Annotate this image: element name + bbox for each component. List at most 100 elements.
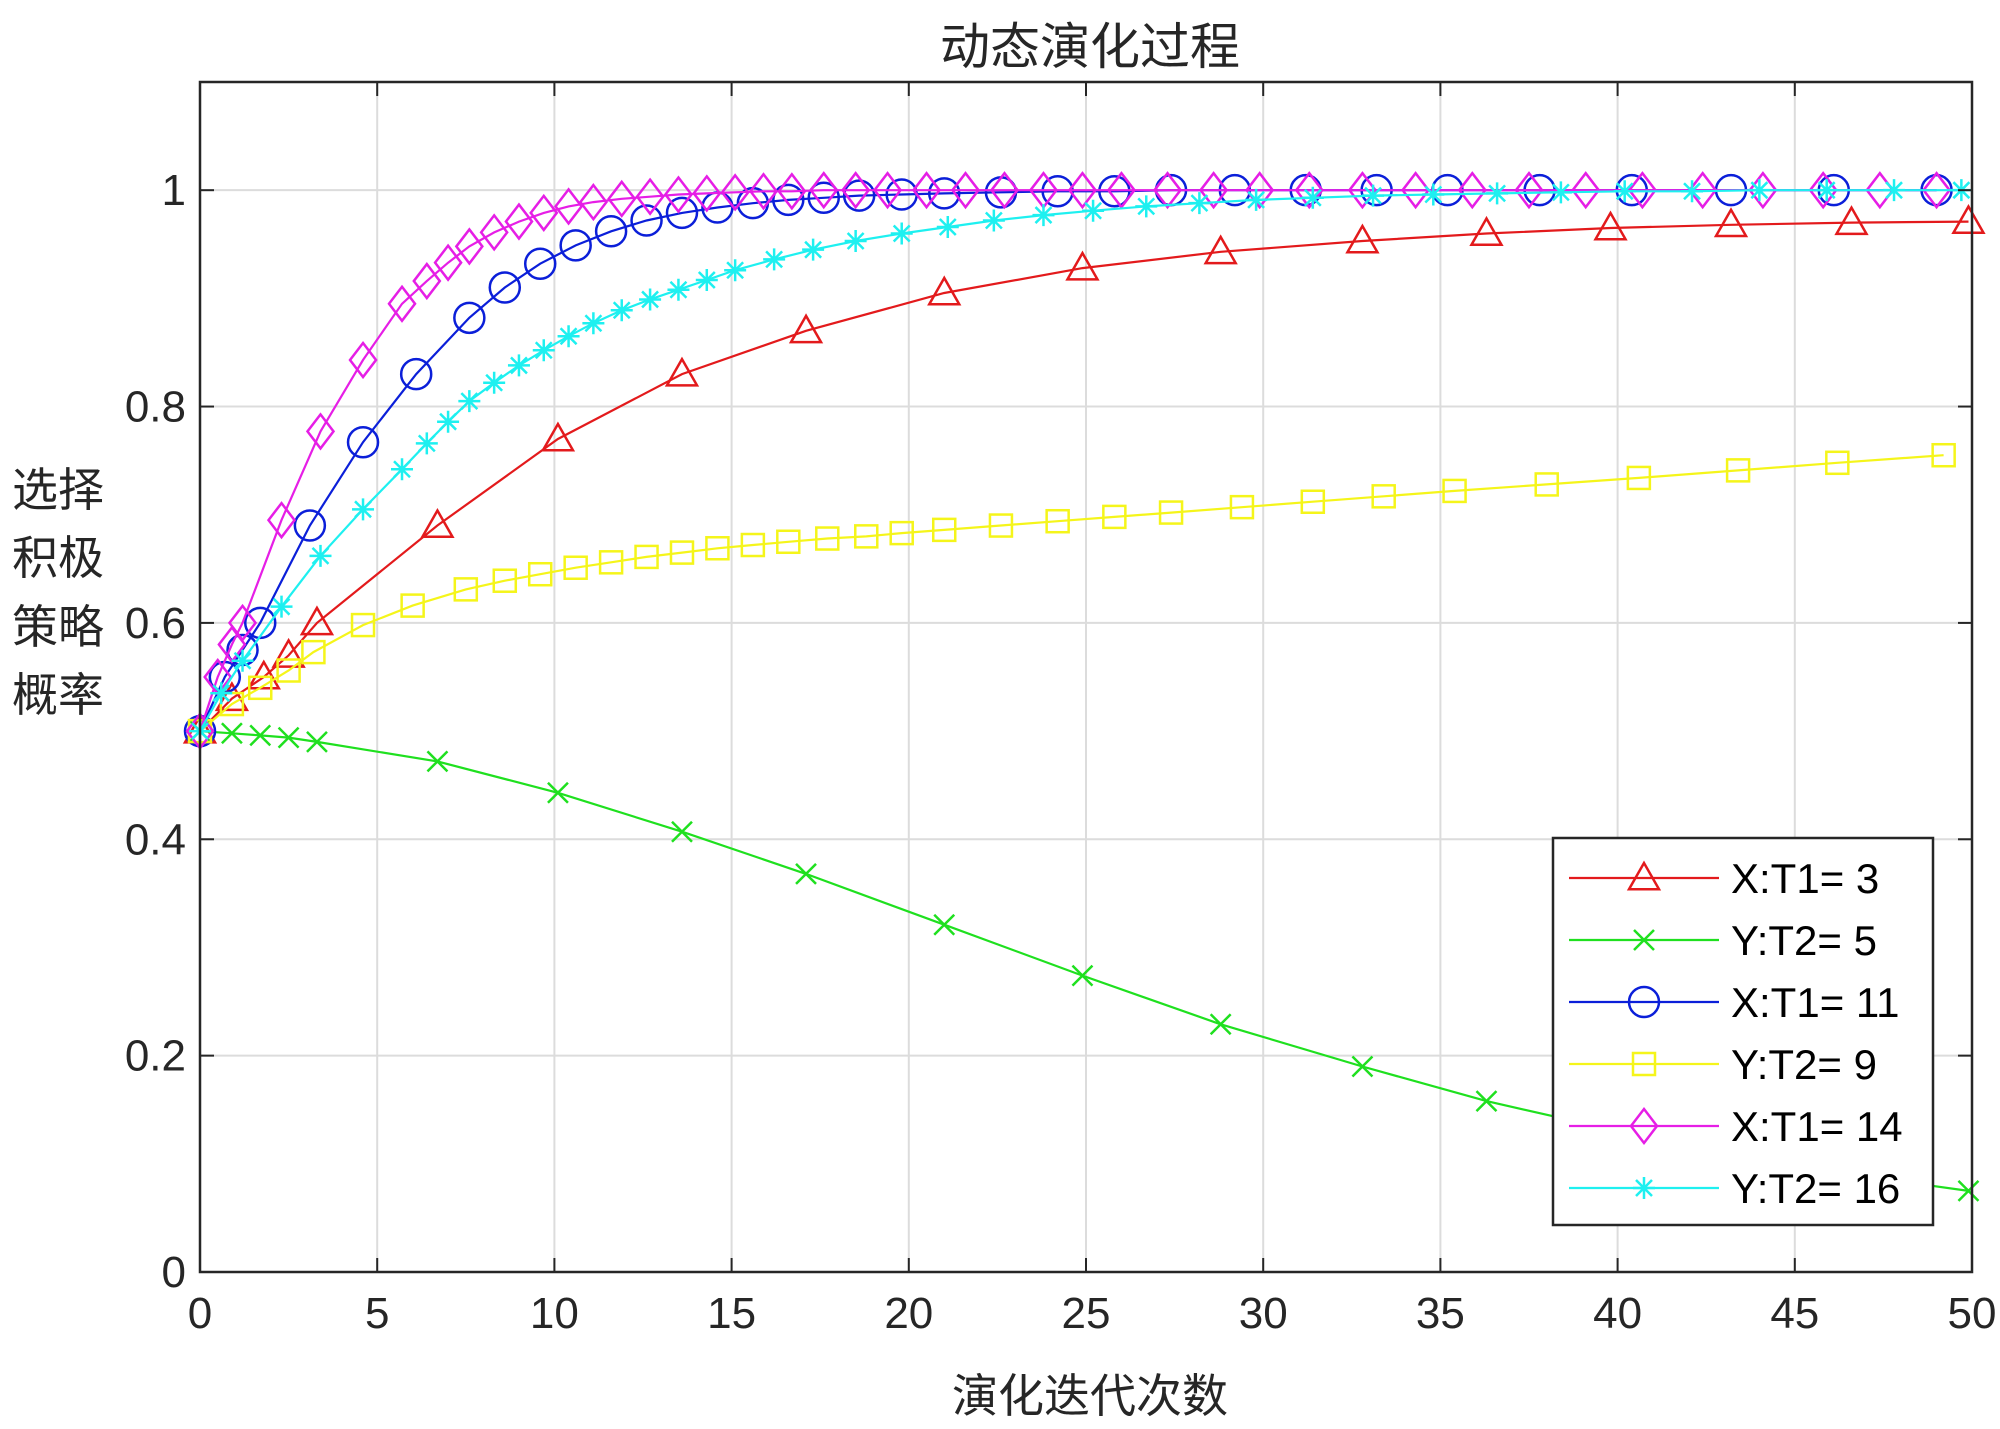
data-point xyxy=(527,561,553,587)
data-point xyxy=(399,357,433,391)
data-point xyxy=(1351,1055,1374,1078)
series-group xyxy=(185,171,1952,751)
data-point xyxy=(671,820,693,843)
data-point xyxy=(352,498,375,521)
data-point xyxy=(1725,458,1751,483)
data-point xyxy=(453,577,479,602)
x-tick-label: 10 xyxy=(530,1289,579,1338)
data-point xyxy=(669,540,695,565)
data-point xyxy=(1362,184,1385,207)
data-point xyxy=(453,301,486,335)
data-point xyxy=(270,595,293,618)
data-point xyxy=(1627,985,1661,1019)
data-point xyxy=(458,390,481,413)
x-tick-label: 50 xyxy=(1948,1289,1997,1338)
y-tick-label: 0.2 xyxy=(125,1032,186,1081)
legend-label: X:T1= 3 xyxy=(1731,855,1879,902)
data-point xyxy=(1152,171,1183,210)
data-point xyxy=(950,171,981,210)
x-tick-label: 40 xyxy=(1593,1289,1642,1338)
data-point xyxy=(1633,1177,1655,1199)
x-tick-label: 30 xyxy=(1239,1289,1288,1338)
data-point xyxy=(479,213,509,252)
x-tick-label: 45 xyxy=(1770,1289,1819,1338)
data-point xyxy=(582,312,605,335)
data-point xyxy=(1245,188,1268,211)
y-axis-label-line: 积极 xyxy=(12,531,104,585)
data-point xyxy=(309,544,332,567)
data-point xyxy=(1071,964,1094,987)
data-point xyxy=(433,243,463,282)
data-point xyxy=(982,209,1005,232)
data-point xyxy=(763,248,786,271)
data-point xyxy=(578,183,608,222)
data-point xyxy=(415,432,438,455)
data-point xyxy=(1613,180,1636,203)
y-tick-label: 0.6 xyxy=(125,599,186,648)
data-point xyxy=(266,501,297,540)
chart-title: 动态演化过程 xyxy=(940,18,1240,76)
data-point xyxy=(277,726,300,749)
data-point xyxy=(815,526,840,551)
data-point xyxy=(1188,192,1211,215)
data-point xyxy=(1815,179,1838,202)
data-point xyxy=(1065,250,1100,281)
data-point xyxy=(426,750,449,773)
data-point xyxy=(1629,1106,1659,1146)
data-point xyxy=(1067,171,1098,210)
x-tick-label: 35 xyxy=(1416,1289,1465,1338)
x-tick-label: 5 xyxy=(365,1289,389,1338)
data-point xyxy=(927,177,961,210)
data-point xyxy=(720,173,750,212)
data-point xyxy=(664,356,700,387)
data-point xyxy=(454,227,484,266)
data-point xyxy=(227,603,258,642)
data-point xyxy=(777,172,807,211)
legend-label: Y:T2= 5 xyxy=(1731,917,1877,964)
data-point xyxy=(554,187,584,226)
data-point xyxy=(1834,205,1869,236)
y-axis-label-line: 选择 xyxy=(12,463,104,517)
data-point xyxy=(1688,171,1718,210)
data-point xyxy=(483,371,506,394)
series-group xyxy=(182,204,1986,744)
data-point xyxy=(504,202,534,241)
data-point xyxy=(639,288,662,311)
x-tick-label: 25 xyxy=(1062,1289,1111,1338)
data-point xyxy=(1199,171,1229,210)
data-point xyxy=(412,261,442,301)
data-point xyxy=(1748,179,1771,202)
legend: X:T1= 3 Y:T2= 5 X:T1= 11 Y:T2= 9 X:T1= 14 Y:T… xyxy=(1551,836,1935,1227)
legend-item: X:T1= 3 xyxy=(1569,855,1879,902)
data-point xyxy=(1245,171,1275,210)
data-point xyxy=(221,722,243,745)
data-point xyxy=(488,271,522,304)
data-point xyxy=(420,508,455,539)
data-point xyxy=(391,458,414,481)
y-axis-label-line: 概率 xyxy=(12,668,104,722)
data-point xyxy=(306,731,328,753)
data-point xyxy=(231,649,254,672)
data-point xyxy=(387,284,417,323)
data-point xyxy=(563,555,588,580)
data-point xyxy=(748,172,779,211)
data-point xyxy=(523,247,557,280)
legend-item: X:T1= 11 xyxy=(1569,979,1900,1026)
data-point xyxy=(1158,500,1184,525)
data-point xyxy=(665,196,699,230)
data-point xyxy=(276,658,301,683)
data-point xyxy=(989,171,1020,210)
y-axis-label: 选择 积极 策略 概率 xyxy=(12,463,104,722)
data-point xyxy=(305,412,336,451)
y-tick-label: 0.8 xyxy=(125,383,186,432)
data-point xyxy=(1627,171,1657,210)
data-point xyxy=(1486,182,1509,205)
data-point xyxy=(1681,180,1704,203)
axis-ticks: 0 5 10 15 20 25 30 35 40 45 50 0 0.2 0.4 0.6 0.8 1 xyxy=(125,82,1997,1338)
legend-item: Y:T2= 5 xyxy=(1569,917,1877,964)
data-point xyxy=(1422,183,1445,206)
series-group xyxy=(187,442,1956,744)
data-point xyxy=(1401,171,1431,210)
x-tick-label: 15 xyxy=(707,1289,756,1338)
data-point xyxy=(936,215,959,238)
